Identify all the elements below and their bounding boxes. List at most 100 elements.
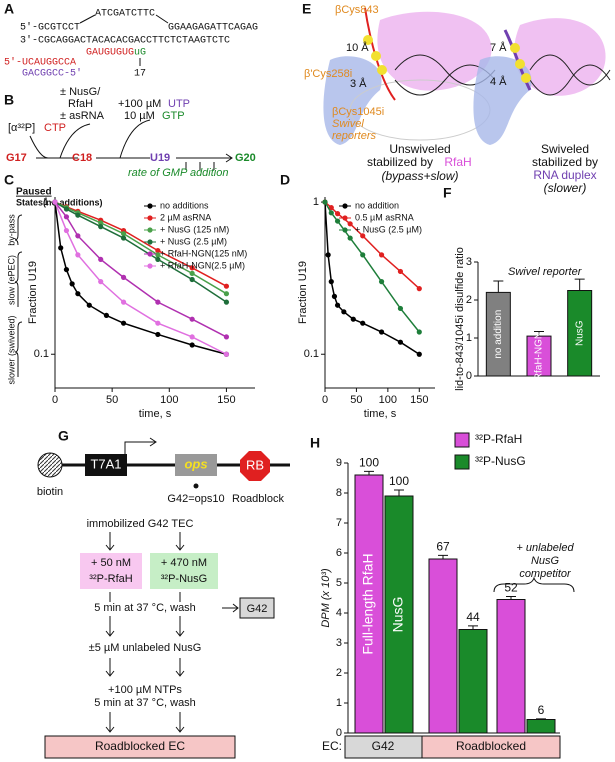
label: UTP	[168, 98, 190, 110]
data-point	[75, 233, 81, 239]
data-point	[223, 334, 230, 340]
data-point	[328, 204, 334, 211]
data-point	[378, 279, 385, 285]
x-tick-label: 150	[410, 394, 428, 406]
data-point	[378, 329, 385, 335]
bar-inner-label: Full-length RfaH	[360, 553, 376, 654]
data-point	[347, 235, 353, 241]
data-point	[155, 252, 161, 258]
distance: 7 Å	[490, 41, 507, 54]
data-point	[120, 299, 127, 305]
legend-label: ³²P-RfaH	[475, 432, 522, 446]
rna: GAUGUGUG	[86, 48, 134, 59]
data-point	[334, 218, 341, 224]
bar	[526, 719, 556, 734]
y-axis-label: Fraction U19	[297, 261, 309, 324]
label: GTP	[162, 110, 185, 122]
cys	[377, 65, 387, 75]
data-point	[328, 210, 334, 216]
data-point	[63, 266, 70, 273]
bar	[496, 599, 526, 734]
panel-e: E βCys843 β'Cys258i βCys1045i Swivel rep…	[302, 1, 611, 195]
cys	[510, 43, 520, 53]
panel-letter: F	[443, 185, 452, 201]
data-point	[63, 227, 70, 234]
legend-label: no addition	[355, 200, 399, 210]
error-bar	[534, 331, 544, 337]
legend-label: 2 µM asRNA	[160, 212, 211, 222]
error-bar	[394, 489, 404, 496]
legend-label: + RfaH-NGN(125 nM)	[160, 248, 247, 258]
data-point	[63, 214, 70, 220]
bar-inner-label: NusG	[574, 320, 585, 346]
label: ops	[184, 456, 207, 471]
step: ±5 µM unlabeled NusG	[89, 642, 202, 654]
x-tick-label: 50	[350, 394, 362, 406]
panel-a: A ATCGATCTTC 5'-GCGTCCT GGAAGAGATTCAGAG …	[4, 1, 258, 80]
bar	[458, 629, 488, 734]
error-bar	[506, 596, 516, 600]
legend-label: + NusG (125 nM)	[160, 224, 229, 234]
data-point	[75, 252, 81, 258]
roadblock-sign	[240, 451, 270, 481]
data-point	[189, 334, 195, 340]
panel-b: B ± NusG/ RfaH ± asRNA [α³²P] CTP +100 µ…	[4, 86, 256, 179]
caption: stabilized by	[367, 155, 433, 169]
data-point	[75, 291, 81, 297]
cys	[515, 59, 525, 69]
y-tick-label: 1	[336, 697, 342, 709]
label: βCys843	[335, 4, 379, 16]
sequence: 5'-GCGTCCT	[20, 22, 80, 34]
y-axis-label: lid-to-843/1045i disulfide ratio	[454, 247, 466, 391]
data-point	[98, 256, 104, 263]
caption: RfaH	[444, 155, 471, 169]
step: immobilized G42 TEC	[87, 518, 194, 530]
data-point	[155, 256, 161, 263]
data-point	[86, 302, 92, 308]
data-point	[416, 351, 422, 357]
panel-letter: B	[4, 92, 14, 108]
label: T7A1	[90, 456, 121, 471]
bar-percent-label: 100	[389, 474, 409, 488]
ops-box	[175, 454, 217, 476]
annotation: + unlabeled	[516, 542, 574, 554]
data-point	[69, 281, 75, 287]
caption: RNA duplex	[533, 168, 596, 182]
y-axis-label: DPM (x 10³)	[320, 568, 332, 628]
beta-subunit	[473, 56, 532, 145]
y-tick-label: 0	[336, 727, 342, 739]
nusg-box	[150, 553, 218, 589]
legend-label: 0.5 µM asRNA	[355, 212, 414, 222]
bar	[354, 474, 384, 734]
y-tick-label: 2	[466, 294, 472, 306]
data-point	[360, 252, 366, 258]
data-point	[120, 320, 127, 326]
y-tick-label: 3	[466, 256, 472, 268]
panel-letter: E	[302, 1, 311, 17]
data-point	[189, 276, 195, 283]
cys	[521, 73, 531, 83]
x-axis-label: time, s	[364, 408, 397, 420]
label: ³²P-RfaH	[89, 573, 132, 585]
cys	[371, 51, 381, 61]
biotin-bead	[37, 452, 63, 478]
label: Roadblock	[232, 493, 284, 505]
bubble-line	[79, 14, 96, 24]
data-point	[189, 265, 195, 271]
panel-letter: D	[280, 172, 290, 188]
data-point	[189, 342, 195, 348]
species: G20	[235, 152, 256, 164]
data-point	[52, 199, 58, 205]
legend-label: + RfaH-NGN(2.5 µM)	[160, 260, 245, 270]
error-bar	[574, 278, 585, 291]
data-point	[223, 291, 230, 297]
y-tick-label: 7	[336, 517, 342, 529]
y-tick-label: 4	[336, 607, 342, 619]
data-point	[155, 247, 161, 254]
bar-inner-label: RfaH-NGN	[534, 332, 545, 380]
bar-percent-label: 44	[466, 610, 480, 624]
data-point	[397, 305, 404, 312]
species: U19	[150, 152, 170, 164]
bar-percent-label: 52	[504, 581, 518, 595]
label: ± NusG/	[60, 86, 101, 98]
